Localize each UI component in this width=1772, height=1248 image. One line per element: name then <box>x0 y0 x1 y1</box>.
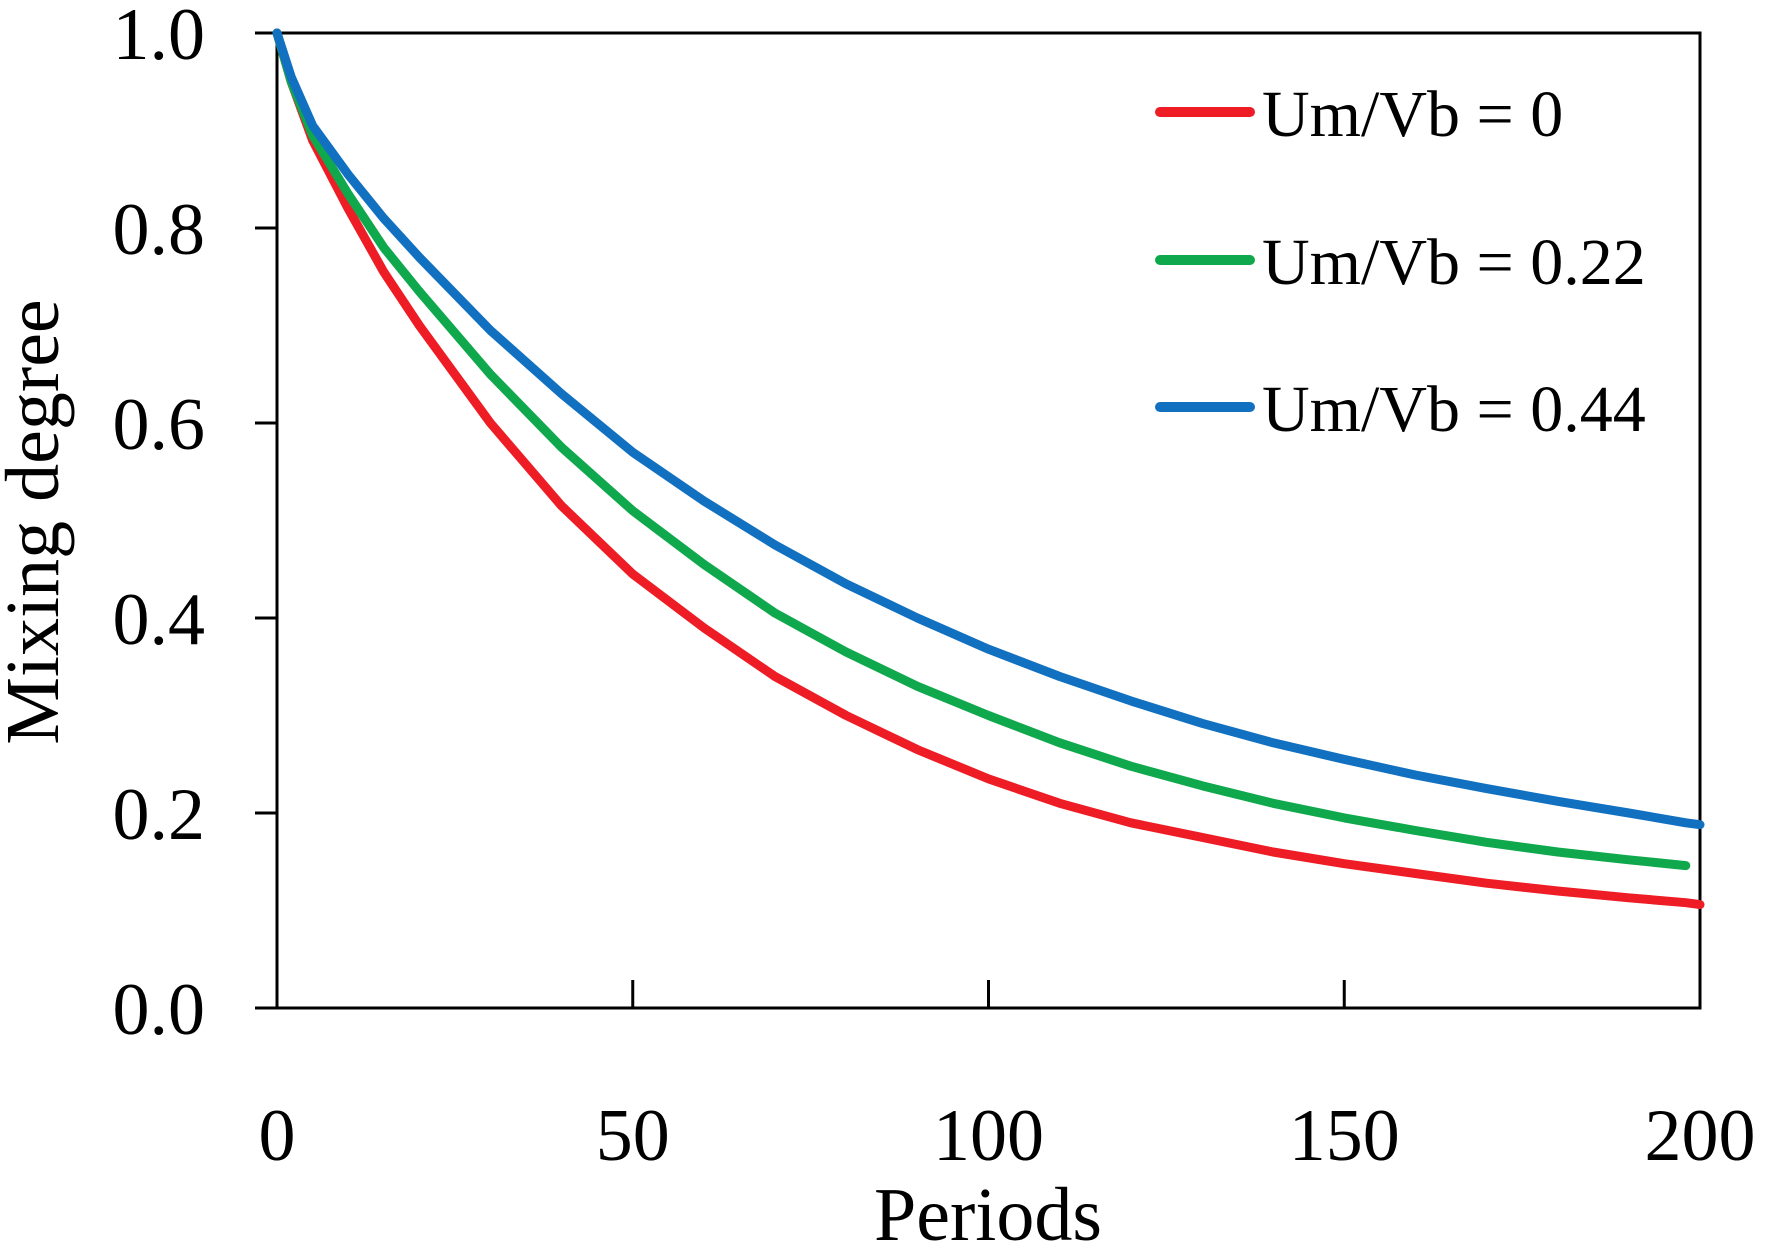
series-line-0 <box>272 28 1705 910</box>
legend-label: Um/Vb = 0 <box>1262 78 1563 151</box>
legend-label: Um/Vb = 0.22 <box>1262 226 1646 299</box>
y-tick-label: 0.0 <box>113 969 206 1051</box>
x-tick-label: 200 <box>1645 1095 1756 1177</box>
y-tick-label: 1.0 <box>113 0 206 76</box>
y-tick-label: 0.8 <box>113 189 206 271</box>
y-tick-label: 0.4 <box>113 579 206 661</box>
x-tick-label: 50 <box>596 1095 670 1177</box>
y-tick-label: 0.6 <box>113 384 206 466</box>
x-tick-label: 150 <box>1289 1095 1400 1177</box>
plot-area-frame <box>275 31 1702 1010</box>
legend-label: Um/Vb = 0.44 <box>1262 373 1646 446</box>
y-axis-title: Mixing degree <box>0 299 75 744</box>
series-line-1 <box>272 28 1691 871</box>
x-tick-label: 100 <box>933 1095 1044 1177</box>
x-axis-title: Periods <box>874 1173 1102 1248</box>
y-tick-label: 0.2 <box>113 774 206 856</box>
series-line-2 <box>272 28 1705 830</box>
x-tick-label: 0 <box>259 1095 296 1177</box>
